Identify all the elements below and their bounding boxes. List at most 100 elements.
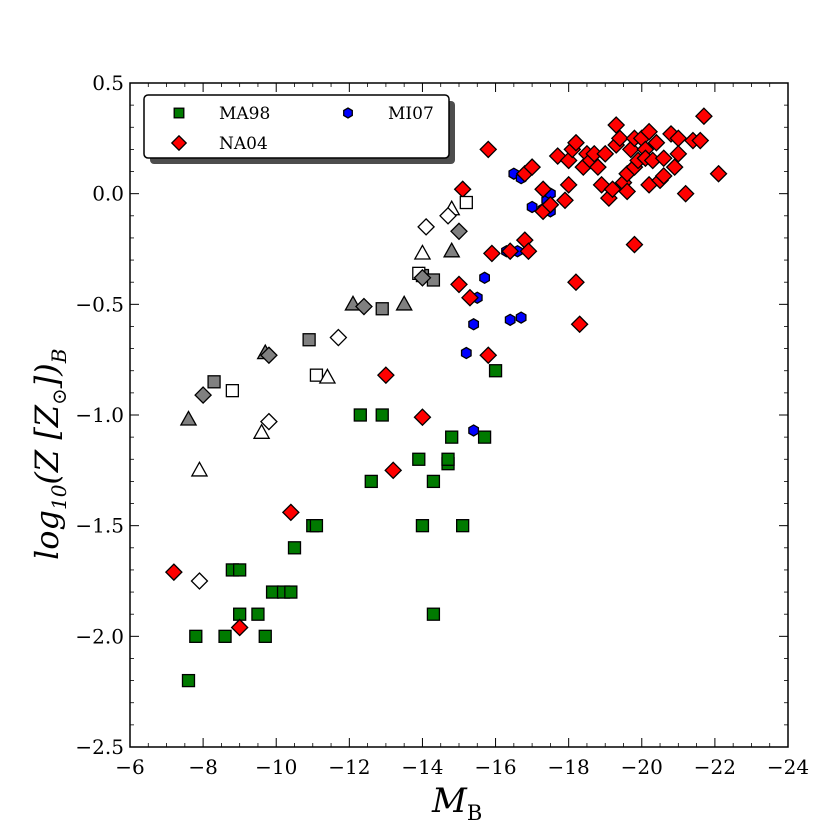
data-point bbox=[479, 346, 498, 365]
data-point bbox=[665, 158, 684, 177]
data-point bbox=[441, 452, 455, 466]
data-point bbox=[318, 368, 337, 384]
x-tick-label: −24 bbox=[767, 755, 809, 779]
data-point bbox=[413, 408, 432, 427]
data-point bbox=[588, 158, 607, 177]
legend-marker bbox=[173, 107, 185, 119]
x-tick-label: −12 bbox=[328, 755, 370, 779]
data-point bbox=[426, 607, 441, 621]
data-point bbox=[450, 222, 468, 241]
data-point bbox=[258, 629, 272, 643]
y-tick-label: −2.0 bbox=[75, 624, 124, 648]
data-point bbox=[164, 563, 183, 582]
data-point bbox=[375, 302, 389, 316]
data-point bbox=[654, 149, 673, 168]
data-point bbox=[445, 430, 459, 444]
data-point bbox=[477, 430, 492, 444]
x-tick-label: −8 bbox=[188, 755, 217, 779]
data-point bbox=[695, 107, 713, 126]
data-point bbox=[570, 315, 589, 334]
data-point bbox=[415, 519, 430, 533]
plot-frame bbox=[129, 82, 789, 748]
data-point bbox=[450, 275, 468, 294]
series-na04 bbox=[164, 107, 728, 637]
data-point bbox=[207, 375, 221, 389]
data-point bbox=[190, 572, 209, 590]
data-point bbox=[233, 563, 247, 577]
data-point bbox=[190, 461, 209, 477]
data-point bbox=[233, 607, 247, 621]
data-point bbox=[442, 241, 461, 258]
legend-label: MI07 bbox=[388, 104, 434, 124]
series-open-squares bbox=[225, 195, 473, 398]
data-point bbox=[375, 408, 389, 422]
data-point bbox=[691, 131, 710, 150]
data-point bbox=[302, 333, 316, 347]
series-ma98 bbox=[181, 364, 503, 688]
data-point bbox=[468, 424, 480, 437]
data-point bbox=[252, 423, 271, 439]
data-point bbox=[559, 175, 578, 194]
legend-label: MA98 bbox=[219, 104, 270, 124]
data-point bbox=[526, 200, 538, 214]
data-point bbox=[181, 673, 196, 688]
data-point bbox=[287, 541, 302, 555]
data-point bbox=[179, 410, 198, 426]
data-point bbox=[194, 386, 213, 404]
data-point bbox=[251, 607, 265, 621]
legend-marker bbox=[343, 107, 353, 119]
x-tick-label: −18 bbox=[548, 755, 590, 779]
x-tick-label: −6 bbox=[115, 755, 144, 779]
data-point bbox=[417, 217, 436, 236]
x-axis-label: MB bbox=[431, 781, 482, 825]
y-axis-label: log10(Z [Z⊙])B bbox=[28, 349, 71, 560]
data-point bbox=[534, 180, 552, 199]
data-point bbox=[189, 629, 203, 643]
data-point bbox=[265, 585, 280, 599]
data-point bbox=[309, 519, 324, 533]
data-point bbox=[281, 503, 300, 522]
data-point bbox=[501, 242, 520, 261]
data-point bbox=[376, 366, 395, 385]
legend-box bbox=[143, 94, 450, 159]
data-point bbox=[468, 318, 480, 331]
data-point bbox=[676, 184, 695, 203]
data-point bbox=[625, 235, 644, 254]
x-tick-label: −16 bbox=[474, 755, 516, 779]
data-point bbox=[364, 474, 378, 489]
data-point bbox=[355, 297, 373, 316]
data-point bbox=[482, 244, 501, 263]
data-point bbox=[567, 273, 585, 292]
y-tick-label: 0.0 bbox=[92, 182, 124, 206]
x-tick-labels: −6 −8 −10 −12 −14 −16 −18 −20 −22 −24 bbox=[115, 755, 809, 779]
data-point bbox=[259, 346, 278, 365]
x-tick-label: −14 bbox=[401, 755, 443, 779]
data-point bbox=[412, 452, 426, 466]
data-markers bbox=[164, 107, 728, 688]
x-tick-label: −10 bbox=[255, 755, 297, 779]
data-point bbox=[439, 206, 457, 225]
data-point bbox=[460, 346, 472, 360]
data-point bbox=[479, 271, 491, 285]
legend-entry-mi07: MI07 bbox=[343, 104, 434, 124]
data-point bbox=[709, 164, 728, 183]
x-tick-label: −22 bbox=[694, 755, 736, 779]
x-tick-label: −20 bbox=[621, 755, 663, 779]
data-point bbox=[426, 474, 441, 489]
data-point bbox=[479, 140, 498, 159]
axes-ticks bbox=[129, 82, 789, 748]
data-point bbox=[603, 180, 622, 199]
y-tick-label: −1.5 bbox=[75, 514, 124, 538]
data-point bbox=[640, 122, 659, 141]
data-point bbox=[669, 144, 688, 163]
data-point bbox=[384, 461, 403, 480]
legend: MA98 MI07 NA04 bbox=[143, 94, 455, 164]
data-point bbox=[230, 618, 249, 637]
series-grey-diamonds bbox=[194, 222, 468, 404]
data-point bbox=[596, 144, 615, 163]
data-point bbox=[329, 328, 348, 347]
data-point bbox=[456, 519, 470, 533]
data-point bbox=[567, 133, 585, 152]
data-point bbox=[488, 364, 503, 378]
